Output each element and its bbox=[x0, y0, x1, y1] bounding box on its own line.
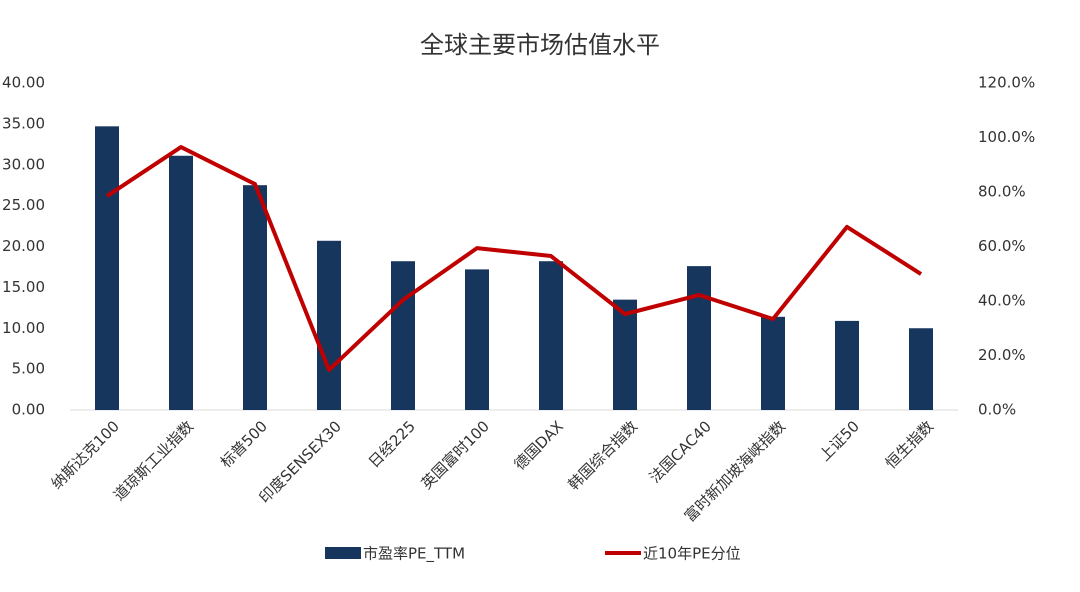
bar bbox=[909, 328, 933, 410]
y-tick-label: 0.00 bbox=[12, 401, 45, 419]
bar bbox=[169, 155, 193, 410]
y-tick-label: 35.00 bbox=[2, 114, 45, 132]
x-tick-label: 标普500 bbox=[217, 417, 271, 471]
chart-title: 全球主要市场估值水平 bbox=[420, 31, 660, 59]
x-tick-label: 道琼斯工业指数 bbox=[110, 417, 197, 504]
y2-tick-label: 20.0% bbox=[978, 346, 1026, 364]
y-tick-label: 5.00 bbox=[12, 360, 45, 378]
y-tick-label: 15.00 bbox=[2, 278, 45, 296]
x-tick-label: 韩国综合指数 bbox=[565, 417, 641, 493]
legend-label: 市盈率PE_TTM bbox=[363, 545, 465, 564]
y2-tick-label: 100.0% bbox=[978, 128, 1035, 146]
y-tick-label: 20.00 bbox=[2, 237, 45, 255]
x-tick-label: 上证50 bbox=[816, 417, 863, 464]
bar bbox=[317, 240, 341, 410]
bar bbox=[687, 266, 711, 410]
y2-tick-label: 80.0% bbox=[978, 183, 1026, 201]
y2-tick-label: 60.0% bbox=[978, 237, 1026, 255]
y2-tick-label: 120.0% bbox=[978, 74, 1035, 92]
line bbox=[105, 145, 923, 372]
bar bbox=[95, 126, 119, 410]
legend-swatch bbox=[325, 547, 361, 559]
bar bbox=[391, 261, 415, 410]
x-tick-label: 法国CAC40 bbox=[646, 417, 715, 486]
x-tick-label: 纳斯达克100 bbox=[48, 417, 123, 492]
x-tick-label: 英国富时100 bbox=[418, 417, 493, 492]
bar bbox=[465, 269, 489, 410]
legend-label: 近10年PE分位 bbox=[643, 545, 741, 563]
y-tick-label: 30.00 bbox=[2, 155, 45, 173]
x-tick-label: 恒生指数 bbox=[882, 417, 937, 472]
bar bbox=[761, 316, 785, 410]
bar bbox=[539, 261, 563, 410]
bar bbox=[613, 299, 637, 410]
y2-tick-label: 40.0% bbox=[978, 292, 1026, 310]
x-tick-label: 德国DAX bbox=[511, 417, 567, 473]
y2-tick-label: 0.0% bbox=[978, 401, 1016, 419]
y-tick-label: 10.00 bbox=[2, 319, 45, 337]
bar bbox=[835, 320, 859, 410]
y-tick-label: 40.00 bbox=[2, 74, 45, 92]
bar bbox=[243, 185, 267, 410]
y-tick-label: 25.00 bbox=[2, 196, 45, 214]
x-tick-label: 日经225 bbox=[365, 417, 419, 471]
